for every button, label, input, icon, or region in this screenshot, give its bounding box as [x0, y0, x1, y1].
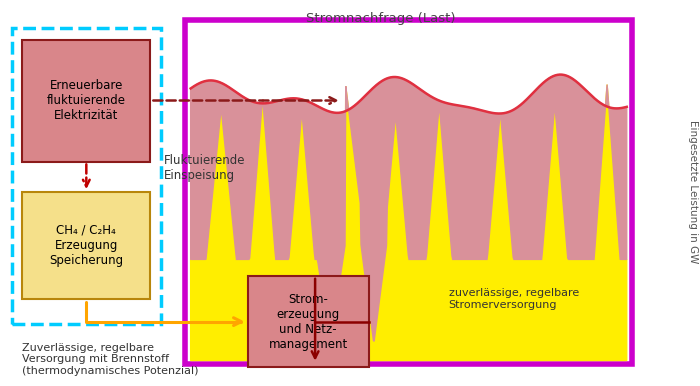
Text: Strom-
erzeugung
und Netz-
management: Strom- erzeugung und Netz- management	[269, 293, 348, 350]
Text: Stromnachfrage (Last): Stromnachfrage (Last)	[306, 12, 456, 25]
FancyBboxPatch shape	[22, 39, 150, 161]
Text: Eingesetzte Leistung in GW: Eingesetzte Leistung in GW	[688, 120, 699, 264]
Text: zuverlässige, regelbare
Stromerversorgung: zuverlässige, regelbare Stromerversorgun…	[449, 288, 579, 310]
Text: CH₄ / C₂H₄
Erzeugung
Speicherung: CH₄ / C₂H₄ Erzeugung Speicherung	[49, 224, 123, 267]
FancyBboxPatch shape	[22, 192, 150, 299]
Polygon shape	[190, 74, 626, 342]
Polygon shape	[190, 85, 626, 361]
Text: Erneuerbare
fluktuierende
Elektrizität: Erneuerbare fluktuierende Elektrizität	[47, 79, 126, 122]
Text: Zuverlässige, regelbare
Versorgung mit Brennstoff
(thermodynamisches Potenzial): Zuverlässige, regelbare Versorgung mit B…	[22, 343, 199, 376]
FancyBboxPatch shape	[185, 20, 632, 364]
Text: Fluktuierende
Einspeisung: Fluktuierende Einspeisung	[164, 154, 246, 182]
FancyBboxPatch shape	[248, 276, 369, 367]
